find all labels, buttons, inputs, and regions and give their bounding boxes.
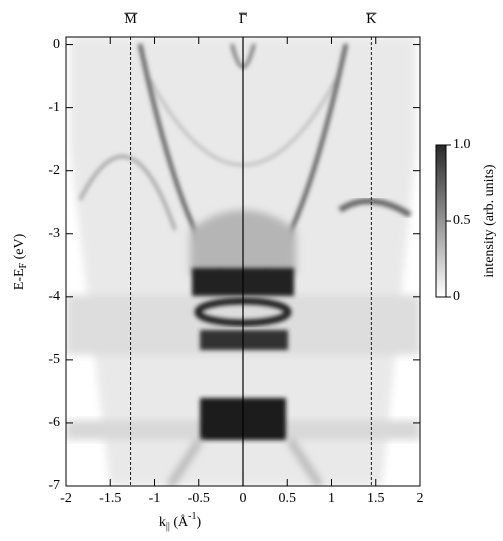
y-tick-label: 0: [53, 37, 60, 52]
y-tick-label: -3: [48, 226, 60, 241]
symmetry-label: M: [124, 12, 137, 27]
x-tick-label: -1.5: [99, 491, 121, 506]
x-tick-label: 2: [417, 491, 424, 506]
colorbar-tick-label: 0.5: [453, 213, 471, 228]
y-axis-label: E-EF (eV): [12, 233, 29, 290]
colorbar-tick-label: 1.0: [453, 137, 471, 152]
x-tick-label: -0.5: [188, 491, 210, 506]
x-tick-label: -1: [149, 491, 161, 506]
y-tick-label: -6: [48, 415, 60, 430]
x-tick-label: 0.5: [279, 491, 297, 506]
x-axis-label: k|| (Å-1): [159, 511, 202, 532]
x-tick-label: 0: [240, 491, 247, 506]
symmetry-label: Γ: [239, 12, 247, 27]
x-tick-label: -2: [60, 491, 72, 506]
y-tick-label: -7: [48, 478, 60, 493]
y-tick-label: -5: [48, 352, 60, 367]
y-tick-label: -4: [48, 289, 60, 304]
symmetry-label: K: [366, 12, 376, 27]
x-tick-label: 1.5: [367, 491, 385, 506]
colorbar-tick-label: 0: [453, 289, 460, 304]
colorbar: [435, 144, 447, 298]
x-tick-label: 1: [328, 491, 335, 506]
y-tick-label: -2: [48, 163, 60, 178]
colorbar-label: intensity (arb. units): [482, 164, 497, 277]
y-tick-label: -1: [48, 100, 60, 115]
